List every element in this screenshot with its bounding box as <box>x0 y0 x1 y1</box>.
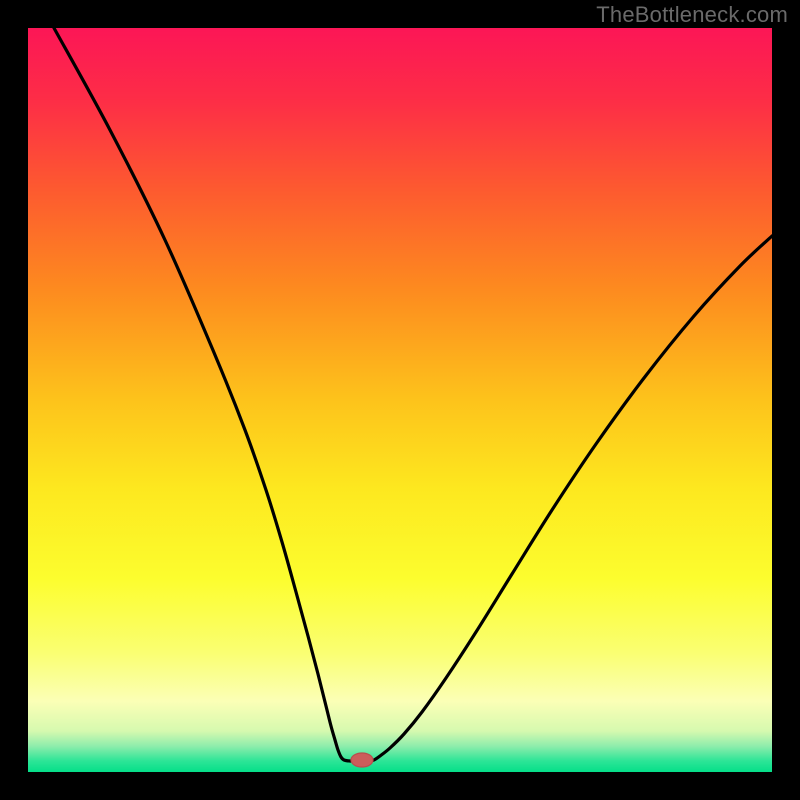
border-right <box>772 0 800 800</box>
border-left <box>0 0 28 800</box>
gradient-background <box>28 28 772 772</box>
watermark-text: TheBottleneck.com <box>596 2 788 28</box>
border-bottom <box>0 772 800 800</box>
optimal-point-marker <box>351 753 373 767</box>
bottleneck-chart <box>0 0 800 800</box>
